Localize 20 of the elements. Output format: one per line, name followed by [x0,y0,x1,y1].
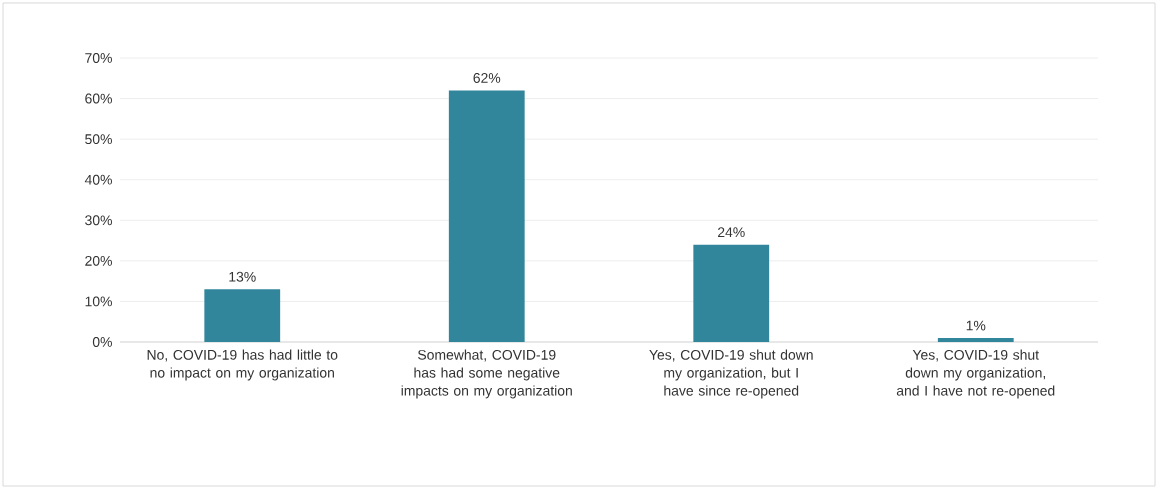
data-label: 62% [473,73,501,83]
bar [937,337,1014,342]
x-tick-label: Yes, COVID-19 shut down my organization, but I have since re-opened [649,349,813,399]
bar [204,289,281,342]
data-label: 24% [718,227,745,238]
y-tick-label: 10% [85,296,112,307]
y-tick-label: 60% [85,93,112,104]
bar [448,90,525,342]
y-tick-label: 30% [85,215,112,226]
x-tick-label: Somewhat, COVID-19 has had some negative impacts on my organization [401,349,572,399]
data-label: 1% [966,320,986,331]
data-label: 13% [229,271,256,282]
y-tick-label: 70% [85,53,112,63]
y-tick-label: 20% [85,255,112,266]
y-tick-label: 50% [85,134,112,145]
bar [693,244,770,342]
x-tick-label: No, COVID-19 has had little to no impact on my organization [147,349,338,381]
x-tick-label: Yes, COVID-19 shut down my organization, and I have not re-opened [896,349,1055,399]
y-tick-label: 0% [92,337,112,347]
y-tick-label: 40% [84,174,112,185]
